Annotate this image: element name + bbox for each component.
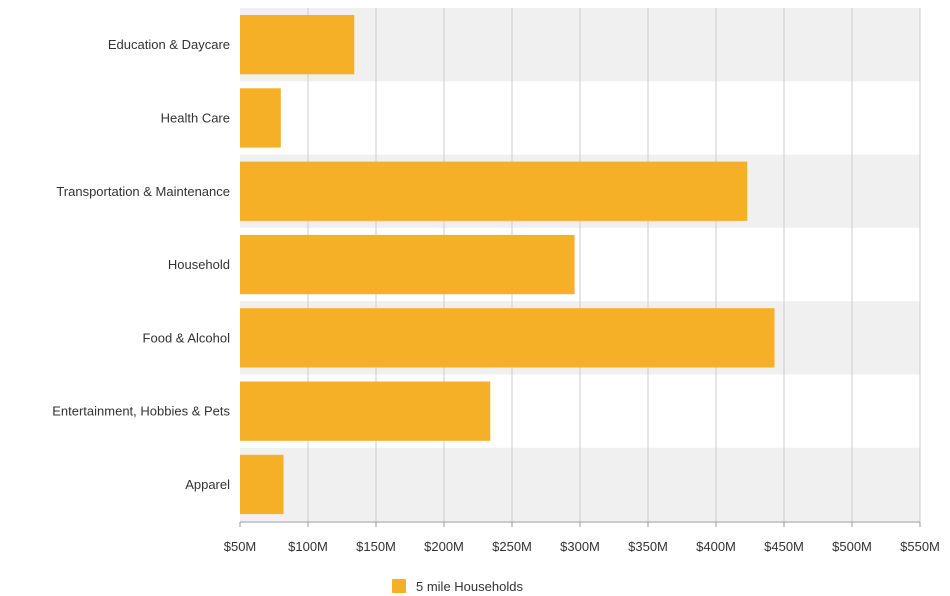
x-tick-labels: $50M $100M $150M $200M $250M $300M $350M $400M $… [224, 539, 940, 554]
category-label-food-and-alcohol: Food & Alcohol [143, 330, 231, 345]
category-label-education-and-daycare: Education & Daycare [108, 37, 230, 52]
x-axis [240, 522, 920, 527]
bar-education-and-daycare[interactable] [240, 15, 354, 74]
category-label-household: Household [168, 257, 230, 272]
bars [240, 15, 774, 514]
x-tick-label-50: $50M [224, 539, 257, 554]
category-label-transportation-and-maintenance: Transportation & Maintenance [56, 184, 230, 199]
x-tick-label-150: $150M [356, 539, 396, 554]
bar-food-and-alcohol[interactable] [240, 308, 774, 367]
x-tick-label-350: $350M [628, 539, 668, 554]
bar-apparel[interactable] [240, 455, 284, 514]
x-tick-label-450: $450M [764, 539, 804, 554]
category-label-entertainment-hobbies-and-pets: Entertainment, Hobbies & Pets [52, 404, 230, 419]
x-tick-label-300: $300M [560, 539, 600, 554]
x-tick-label-100: $100M [288, 539, 328, 554]
legend-swatch [392, 579, 406, 593]
category-label-apparel: Apparel [185, 477, 230, 492]
x-tick-label-200: $200M [424, 539, 464, 554]
x-tick-label-250: $250M [492, 539, 532, 554]
category-label-health-care: Health Care [161, 110, 230, 125]
x-tick-label-400: $400M [696, 539, 736, 554]
x-tick-label-550: $550M [900, 539, 940, 554]
x-tick-label-500: $500M [832, 539, 872, 554]
legend-label-5-mile-households: 5 mile Households [416, 579, 523, 594]
bar-household[interactable] [240, 235, 575, 294]
bar-health-care[interactable] [240, 88, 281, 147]
category-labels: Education & Daycare Health Care Transporta… [52, 37, 230, 492]
legend[interactable]: 5 mile Households [392, 579, 523, 594]
bar-entertainment-hobbies-and-pets[interactable] [240, 382, 490, 441]
bar-transportation-and-maintenance[interactable] [240, 162, 747, 221]
